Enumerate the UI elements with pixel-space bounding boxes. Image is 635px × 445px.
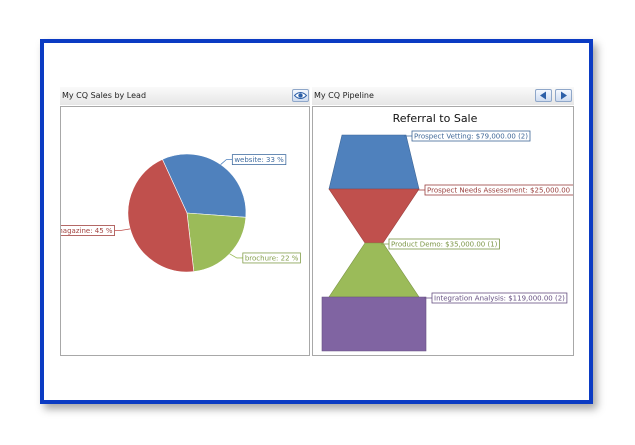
eye-icon <box>293 92 308 99</box>
funnel-label-3: Integration Analysis: $119,000.00 (2) <box>431 292 568 304</box>
arrow-right-icon <box>561 91 567 100</box>
funnel-label-0-text: Prospect Vetting: $79,000.00 (2) <box>414 133 528 141</box>
funnel-chart: Referral to Sale Prospect Vetting: $79,0… <box>321 112 585 352</box>
pipeline-title: My CQ Pipeline <box>314 91 374 100</box>
next-button[interactable] <box>555 89 572 102</box>
funnel-label-0: Prospect Vetting: $79,000.00 (2) <box>411 130 531 142</box>
pie-label-magazine: magazine: 45 % <box>53 225 115 236</box>
pie-leader-website <box>220 159 233 165</box>
funnel-stage-3 <box>321 296 427 352</box>
funnel-label-1-text: Prospect Needs Assessment: $25,000.00 (1… <box>427 187 573 195</box>
dashboard-frame: My CQ Sales by Lead website: 33 % brochur… <box>40 39 593 404</box>
pipeline-panel: My CQ Pipeline Referral to Sale Prospect… <box>312 87 585 356</box>
sales-by-lead-panel: My CQ Sales by Lead website: 33 % brochur… <box>53 87 310 356</box>
pie-label-brochure: brochure: 22 % <box>242 252 301 264</box>
funnel-stage-1 <box>328 188 420 244</box>
view-button[interactable] <box>292 89 309 102</box>
pipeline-body: Referral to Sale Prospect Vetting: $79,0… <box>312 106 585 356</box>
pie-slice-website <box>162 153 247 218</box>
funnel-label-2-text: Product Demo: $35,000.00 (1) <box>391 241 498 249</box>
sales-by-lead-body: website: 33 % brochure: 22 % magazine: 45 … <box>53 106 310 356</box>
pie-leader-brochure <box>229 253 243 259</box>
funnel-title: Referral to Sale <box>393 112 478 125</box>
pie-slice-magazine <box>127 158 195 273</box>
funnel-label-2: Product Demo: $35,000.00 (1) <box>388 238 500 250</box>
sales-by-lead-header: My CQ Sales by Lead <box>60 87 310 105</box>
sales-by-lead-title: My CQ Sales by Lead <box>62 91 147 100</box>
pie-label-magazine-text: magazine: 45 % <box>61 227 113 235</box>
funnel-stage-0 <box>328 134 420 190</box>
pie-label-website-text: website: 33 % <box>234 156 284 164</box>
pie-label-website: website: 33 % <box>231 154 287 166</box>
pie-label-brochure-text: brochure: 22 % <box>245 254 299 262</box>
funnel-label-1: Prospect Needs Assessment: $25,000.00 (1… <box>424 184 585 196</box>
pie-leader-magazine <box>114 228 131 231</box>
funnel-stage-2 <box>328 242 420 298</box>
funnel-label-3-text: Integration Analysis: $119,000.00 (2) <box>434 295 565 303</box>
pie-chart: website: 33 % brochure: 22 % magazine: 45 … <box>53 153 301 273</box>
previous-button[interactable] <box>535 89 552 102</box>
arrow-left-icon <box>540 91 546 100</box>
pie-slice-brochure <box>186 212 247 272</box>
pipeline-header: My CQ Pipeline <box>312 87 574 105</box>
